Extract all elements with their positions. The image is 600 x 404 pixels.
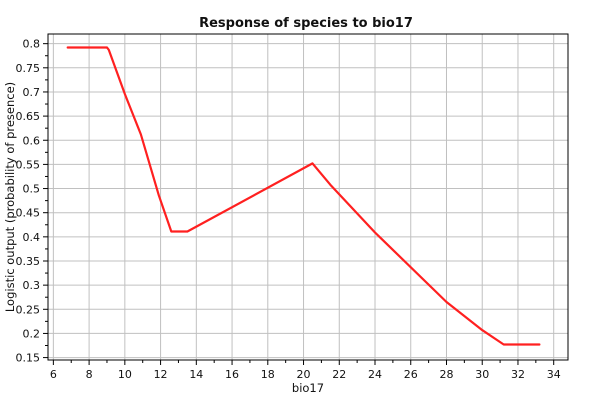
- x-tick-label: 6: [50, 368, 57, 381]
- x-tick-label: 24: [368, 368, 382, 381]
- y-tick-label: 0.25: [16, 303, 41, 316]
- chart-title: Response of species to bio17: [199, 16, 413, 31]
- x-tick-label: 32: [511, 368, 525, 381]
- x-tick-label: 14: [189, 368, 203, 381]
- x-tick-label: 28: [439, 368, 453, 381]
- x-tick-label: 18: [261, 368, 275, 381]
- x-tick-label: 22: [332, 368, 346, 381]
- y-tick-label: 0.8: [23, 38, 41, 51]
- series-line-0: [66, 46, 541, 346]
- x-tick-label: 8: [86, 368, 93, 381]
- x-tick-label: 12: [154, 368, 168, 381]
- y-tick-label: 0.75: [16, 62, 41, 75]
- x-axis-title: bio17: [292, 381, 324, 395]
- x-tick-label: 10: [118, 368, 132, 381]
- y-tick-label: 0.7: [23, 86, 41, 99]
- grid: [48, 34, 568, 360]
- y-tick-label: 0.15: [16, 352, 41, 365]
- y-tick-label: 0.45: [16, 207, 41, 220]
- axis-ticks: 6 8 10 12 14 16 18 20 22 24 26 28 30 32 34 0.15 0.2 0.25 0…: [16, 38, 561, 381]
- series-layer: [66, 46, 541, 346]
- x-tick-label: 16: [225, 368, 239, 381]
- y-axis-title: Logistic output (probability of presence…: [3, 82, 17, 312]
- y-tick-label: 0.3: [23, 279, 41, 292]
- y-tick-label: 0.4: [23, 231, 41, 244]
- y-tick-label: 0.2: [23, 327, 41, 340]
- y-tick-label: 0.6: [23, 134, 41, 147]
- x-tick-label: 20: [297, 368, 311, 381]
- y-tick-label: 0.5: [23, 183, 41, 196]
- y-tick-label: 0.55: [16, 158, 41, 171]
- y-tick-label: 0.35: [16, 255, 41, 268]
- x-tick-label: 34: [547, 368, 561, 381]
- x-tick-label: 30: [475, 368, 489, 381]
- x-tick-label: 26: [404, 368, 418, 381]
- plot-area-frame: [47, 33, 569, 361]
- y-tick-label: 0.65: [16, 110, 41, 123]
